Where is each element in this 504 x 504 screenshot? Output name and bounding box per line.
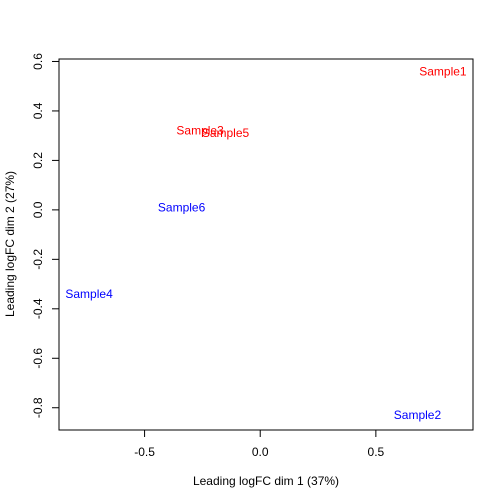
point-label-sample5: Sample5 (202, 126, 250, 140)
y-tick-label: -0.4 (31, 298, 45, 319)
x-tick-label: -0.5 (134, 445, 155, 459)
y-tick-label: 0.6 (31, 53, 45, 70)
point-label-sample6: Sample6 (158, 200, 206, 214)
point-label-sample4: Sample4 (65, 287, 113, 301)
y-axis: -0.8 -0.6 -0.4 -0.2 0.0 0.2 0.4 0.6 (31, 53, 60, 418)
y-tick-label: -0.6 (31, 348, 45, 369)
y-tick-label: 0.2 (31, 152, 45, 169)
point-label-sample1: Sample1 (419, 64, 467, 78)
x-tick-label: 0.0 (252, 445, 269, 459)
x-axis: -0.5 0.0 0.5 (134, 429, 385, 459)
point-label-sample2: Sample2 (394, 408, 442, 422)
y-axis-label: Leading logFC dim 2 (27%) (3, 171, 17, 317)
y-tick-label: 0.4 (31, 102, 45, 119)
point-labels: Sample1 Sample2 Sample3 Sample4 Sample5 Sampl… (65, 64, 467, 422)
x-tick-label: 0.5 (368, 445, 385, 459)
y-tick-label: -0.2 (31, 249, 45, 270)
point-label-sample3: Sample3 (176, 124, 224, 138)
x-axis-label: Leading logFC dim 1 (37%) (193, 474, 339, 488)
y-tick-label: 0.0 (31, 201, 45, 218)
y-tick-label: -0.8 (31, 397, 45, 418)
plot-frame (58, 58, 474, 431)
